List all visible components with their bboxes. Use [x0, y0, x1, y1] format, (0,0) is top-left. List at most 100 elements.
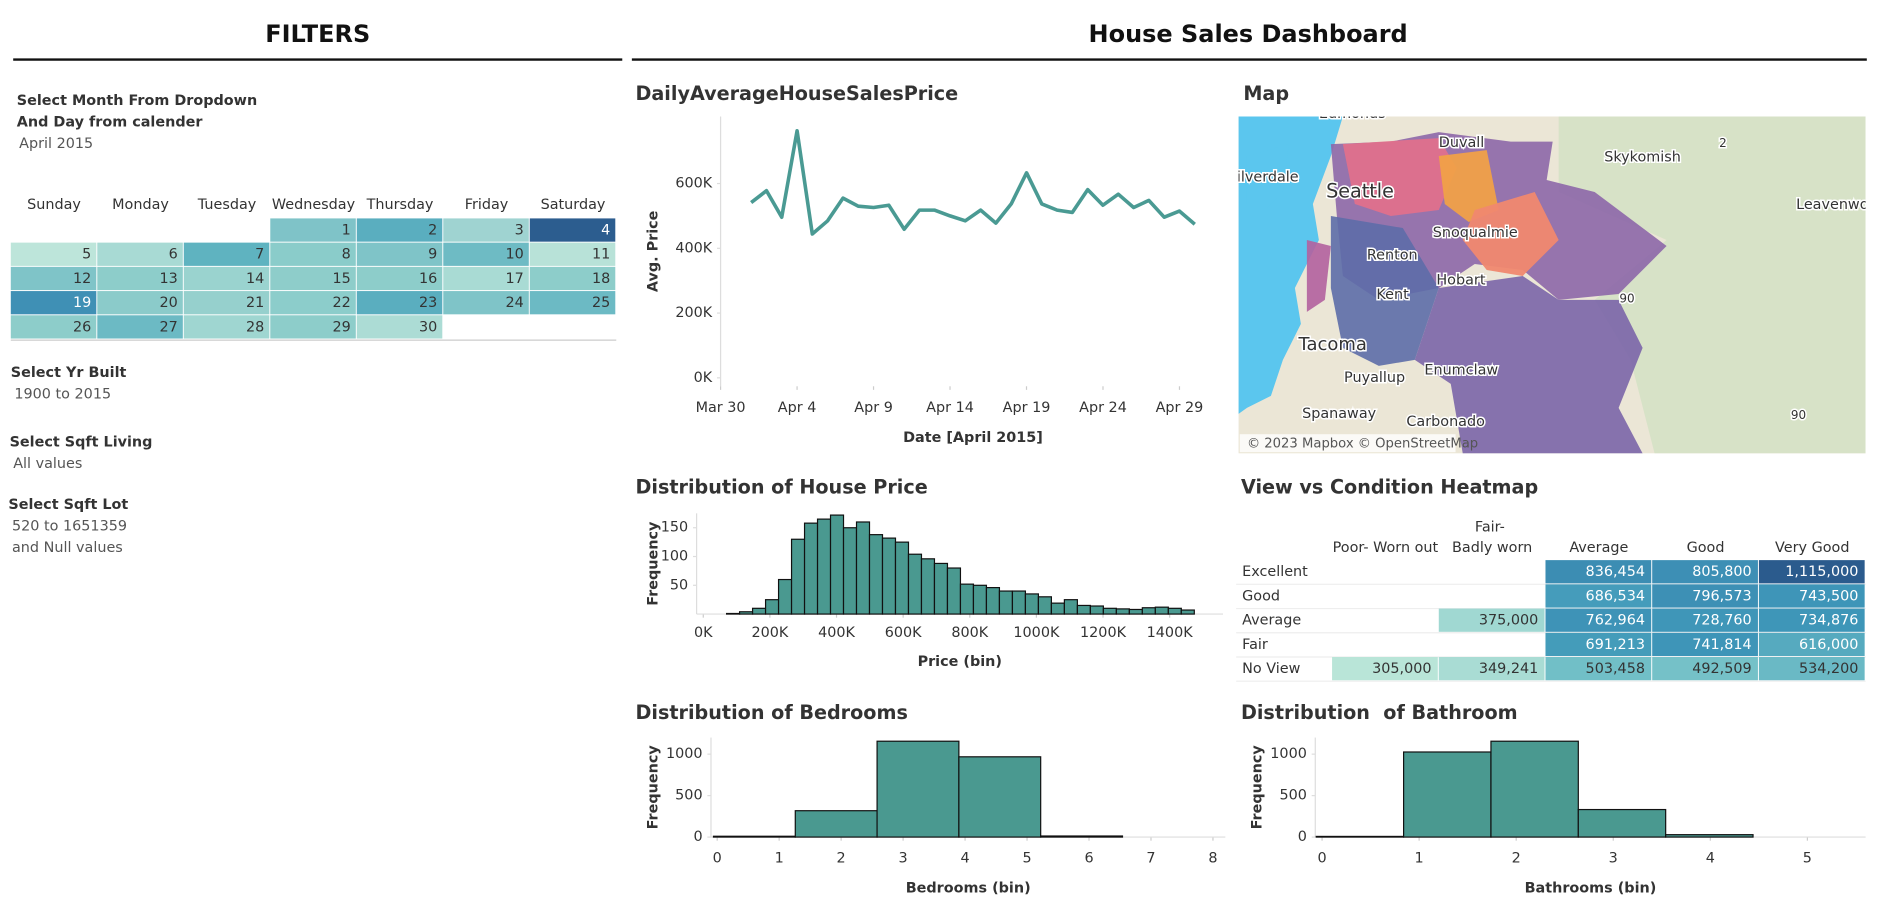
x-tick-label: 5 [1022, 851, 1031, 867]
weekday-label: Sunday [27, 197, 81, 213]
calendar-day[interactable] [443, 291, 529, 315]
calendar-day[interactable] [10, 291, 97, 315]
map-label: 2 [1719, 136, 1727, 150]
calendar-day-label: 30 [419, 319, 437, 335]
x-tick-label: 7 [1146, 851, 1155, 867]
calendar-day[interactable] [183, 291, 270, 315]
heatmap-cell [1652, 560, 1758, 584]
weekday-label: Friday [465, 197, 509, 213]
y-tick-label: 1000 [666, 746, 703, 762]
region [1414, 275, 1643, 454]
x-tick-label: 1 [1415, 851, 1424, 867]
filter-value[interactable]: All values [13, 456, 82, 472]
x-tick-label: Apr 24 [1079, 400, 1127, 416]
filter-value[interactable]: 520 to 1651359 [12, 519, 127, 535]
map-label: Renton [1367, 248, 1418, 264]
map-label: Leavenworth [1796, 197, 1880, 213]
calendar-day-label: 10 [505, 247, 523, 263]
histogram-bar [958, 756, 1042, 838]
calendar-day[interactable] [443, 242, 529, 266]
calendar-day[interactable] [97, 266, 183, 291]
calendar-day[interactable] [10, 266, 97, 291]
filter-value[interactable]: and Null values [12, 540, 123, 556]
calendar-day[interactable] [529, 218, 616, 242]
histogram-bar [1024, 593, 1040, 615]
histogram-bar [1050, 602, 1065, 615]
calendar-day-label: 26 [73, 319, 91, 335]
filter-value[interactable]: April 2015 [19, 136, 93, 152]
map[interactable]: Edmonds Duvall Skykomish Silverdale Seat… [1228, 106, 1880, 454]
cell-label: 836,454 [1586, 564, 1645, 580]
calendar-day[interactable] [356, 291, 443, 315]
calendar-day[interactable] [270, 266, 356, 291]
calendar-day[interactable] [270, 218, 356, 242]
x-tick-label: 3 [899, 851, 908, 867]
weekday-label: Thursday [366, 197, 434, 213]
calendar-day[interactable] [97, 291, 183, 315]
calendar-day-label: 6 [169, 247, 178, 263]
histogram-bar [738, 611, 754, 615]
calendar-day[interactable] [270, 242, 356, 266]
calendar-day[interactable] [443, 266, 529, 291]
x-tick-label: Apr 19 [1003, 400, 1051, 416]
calendar-day[interactable] [356, 315, 443, 339]
calendar-day[interactable] [529, 242, 616, 266]
calendar-day-label: 25 [592, 295, 610, 311]
calendar-day[interactable] [10, 315, 97, 339]
y-tick-label: 0 [1298, 829, 1307, 845]
map-label: 90 [1619, 292, 1634, 306]
filter-label: Select Yr Built [11, 365, 127, 381]
x-tick-label: 8 [1208, 851, 1217, 867]
map-label: 90 [1791, 408, 1806, 422]
charts: DailyAverageHouseSalesPrice0K200K400K600… [635, 82, 1866, 897]
calendar-day[interactable] [270, 315, 356, 339]
x-tick-label: Mar 30 [696, 400, 746, 416]
histogram-bar [1180, 609, 1195, 615]
histogram-bar [829, 514, 845, 615]
calendar-day[interactable] [443, 218, 529, 242]
x-tick-label: 4 [1706, 851, 1715, 867]
calendar-day[interactable] [270, 291, 356, 315]
region [1306, 239, 1331, 312]
histogram-bar [868, 534, 884, 615]
x-tick-label: 6 [1084, 851, 1093, 867]
calendar-day[interactable] [10, 242, 97, 266]
filter-value[interactable]: 1900 to 2015 [14, 387, 111, 403]
histogram-bar [725, 612, 741, 615]
map-label: Puyallup [1344, 370, 1405, 386]
calendar-day-label: 17 [505, 271, 523, 287]
histogram-bar [790, 538, 806, 615]
calendar-day[interactable] [529, 266, 616, 291]
histogram-bar [933, 562, 949, 615]
calendar-day[interactable] [97, 315, 183, 339]
heatmap-cell [1758, 632, 1865, 657]
map-label: Spanaway [1302, 406, 1377, 422]
x-axis-title: Date [April 2015] [903, 430, 1043, 446]
heatmap-cell [1652, 632, 1758, 657]
calendar-day-label: 15 [332, 271, 350, 287]
row-header: No View [1242, 661, 1300, 677]
x-tick-label: 400K [818, 625, 855, 641]
calendar-day[interactable] [183, 266, 270, 291]
y-tick-label: 500 [675, 788, 702, 804]
calendar-day[interactable] [529, 291, 616, 315]
x-tick-label: 2 [1512, 851, 1521, 867]
calendar-day-label: 18 [592, 271, 610, 287]
map-label: Edmonds [1319, 106, 1386, 122]
calendar-day[interactable] [356, 218, 443, 242]
calendar-day[interactable] [356, 242, 443, 266]
weekday-label: Monday [112, 197, 169, 213]
dashboard-title: House Sales Dashboard [1089, 20, 1408, 48]
histogram-bar [998, 590, 1014, 615]
histogram-bar [972, 584, 988, 615]
calendar-day[interactable] [183, 242, 270, 266]
calendar-day[interactable] [183, 315, 270, 339]
histogram-bar [1167, 607, 1182, 615]
calendar-day-label: 24 [505, 295, 523, 311]
calendar-day-label: 23 [419, 295, 437, 311]
histogram-bar [946, 567, 962, 615]
histogram-bar [1011, 590, 1027, 615]
calendar-day[interactable] [97, 242, 183, 266]
calendar-day[interactable] [356, 266, 443, 291]
row-header: Good [1242, 588, 1280, 604]
